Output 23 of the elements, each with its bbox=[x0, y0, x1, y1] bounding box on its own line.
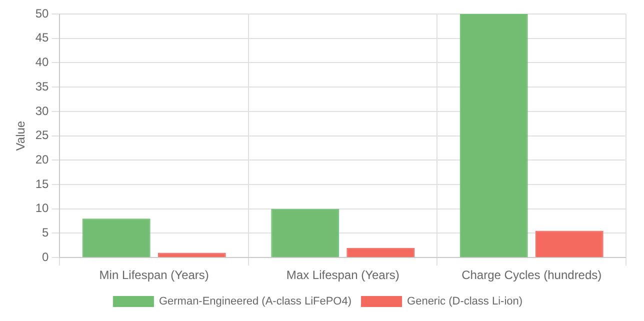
y-tick-label: 45 bbox=[35, 30, 50, 45]
legend-label: German-Engineered (A-class LiFePO4) bbox=[158, 296, 352, 308]
bar bbox=[271, 208, 340, 258]
bar bbox=[460, 14, 528, 258]
y-tick-label: 10 bbox=[35, 201, 50, 216]
bar bbox=[535, 230, 604, 258]
y-tick-label: 35 bbox=[35, 79, 50, 94]
y-tick-label: 30 bbox=[35, 104, 50, 118]
y-tick-label: 20 bbox=[35, 152, 50, 166]
bar bbox=[158, 252, 226, 258]
x-tick-label: Min Lifespan (Years) bbox=[99, 268, 209, 282]
bar bbox=[82, 218, 150, 258]
legend-label: Generic (D-class Li-ion) bbox=[407, 296, 523, 308]
y-tick-label: 5 bbox=[42, 226, 50, 240]
y-tick-label: 50 bbox=[35, 6, 50, 20]
y-tick-label: 0 bbox=[42, 250, 50, 264]
x-tick-label: Max Lifespan (Years) bbox=[286, 268, 400, 282]
y-tick-label: 15 bbox=[35, 176, 50, 191]
y-tick-label: 25 bbox=[35, 128, 50, 142]
bar bbox=[346, 248, 415, 258]
y-tick-label: 40 bbox=[35, 55, 50, 70]
x-tick-label: Charge Cycles (hundreds) bbox=[462, 268, 602, 282]
y-axis-title: Value bbox=[14, 120, 28, 151]
